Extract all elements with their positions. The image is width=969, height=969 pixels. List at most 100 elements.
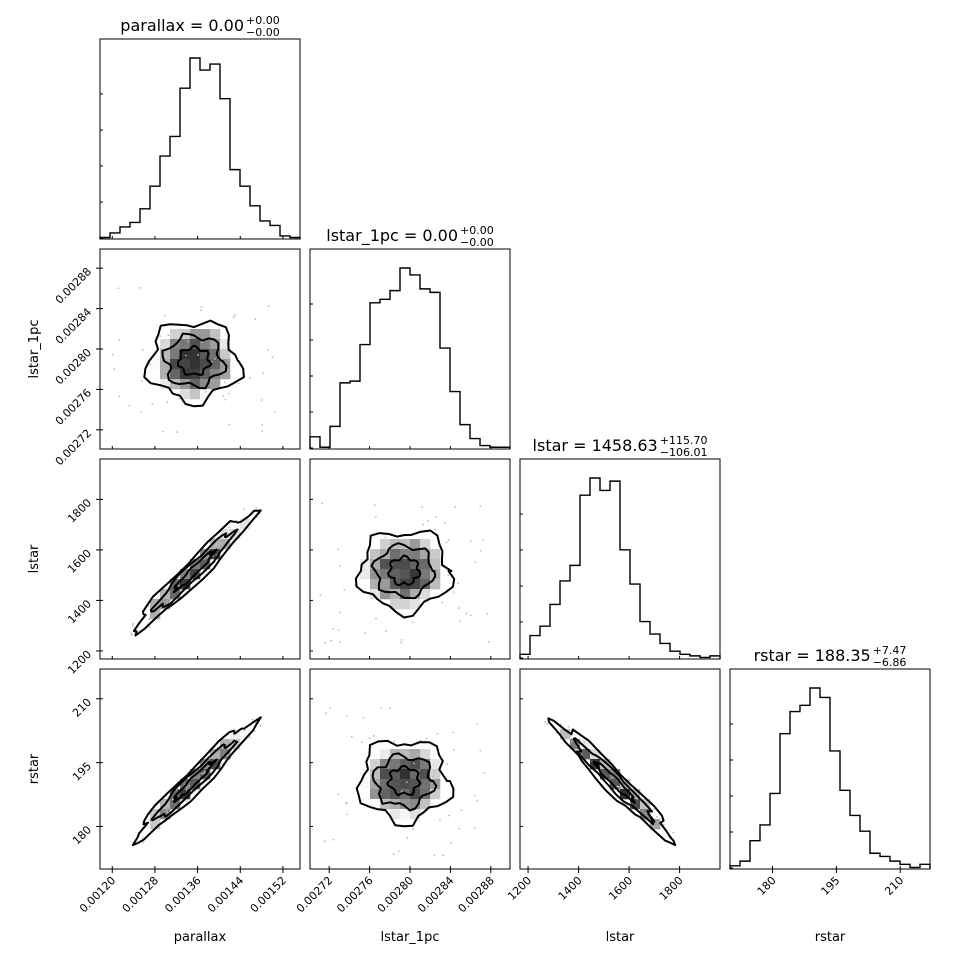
sample-point xyxy=(323,840,326,843)
density-cell xyxy=(370,789,381,800)
density-cell xyxy=(220,349,231,360)
sample-point xyxy=(373,504,376,507)
title-main: parallax = 0.00 xyxy=(120,16,244,35)
sample-point xyxy=(197,354,200,356)
sample-point xyxy=(202,772,205,775)
sample-point xyxy=(201,341,204,343)
sample-point xyxy=(350,735,353,738)
sample-point xyxy=(337,629,340,632)
contour-level-3 xyxy=(386,764,422,797)
sample-point xyxy=(658,818,661,821)
sample-point xyxy=(448,814,450,817)
sample-point xyxy=(151,403,154,406)
sample-point xyxy=(479,505,482,508)
xtick-label-lstar_1pc: 0.00272 xyxy=(294,874,335,915)
density-cell xyxy=(400,559,411,570)
sample-point xyxy=(271,356,274,359)
sample-point xyxy=(248,736,251,739)
sample-point xyxy=(228,526,231,529)
sample-point xyxy=(261,430,264,433)
contour-level-1 xyxy=(354,529,456,619)
sample-point xyxy=(439,819,441,822)
density-cell xyxy=(150,819,161,830)
sample-point xyxy=(200,772,203,775)
sample-point xyxy=(167,596,170,598)
xtick-label-lstar_1pc: 0.00280 xyxy=(375,874,416,915)
density-cell xyxy=(420,559,431,570)
density-cell xyxy=(170,349,181,360)
ytick-label-lstar: 1600 xyxy=(65,547,94,576)
density-cell xyxy=(360,559,371,570)
sample-point xyxy=(232,316,235,319)
density-cell xyxy=(200,369,211,380)
density-cell xyxy=(380,749,391,760)
sample-point xyxy=(400,641,403,644)
density-cell xyxy=(610,779,621,790)
sample-point xyxy=(476,723,479,726)
sample-point xyxy=(482,539,485,542)
sample-point xyxy=(433,585,436,588)
contour-level-2 xyxy=(150,739,239,822)
sample-point xyxy=(474,561,477,563)
density-cell xyxy=(410,599,421,610)
sample-point xyxy=(434,528,437,531)
scatter-panel-parallax-vs-lstar_1pc xyxy=(99,248,301,450)
density-cell xyxy=(380,559,391,570)
sample-point xyxy=(162,430,165,433)
density-cell xyxy=(420,769,431,780)
sample-point xyxy=(375,617,377,620)
sample-point xyxy=(150,824,153,827)
histogram-rstar xyxy=(729,687,931,869)
density-cell xyxy=(420,589,431,600)
diag-title-lstar_1pc: lstar_1pc = 0.00 +0.00−0.00 xyxy=(326,224,494,249)
density-cell xyxy=(370,559,381,570)
xtick-label-lstar_1pc: 0.00276 xyxy=(334,874,375,915)
title-main: rstar = 188.35 xyxy=(754,646,871,665)
density-cell xyxy=(370,799,381,810)
density-cell xyxy=(200,339,211,350)
sample-point xyxy=(419,739,422,742)
contour-level-2 xyxy=(370,542,437,600)
density-cell xyxy=(430,759,441,770)
density-cell xyxy=(380,779,391,790)
xtick-label-parallax: 0.00152 xyxy=(248,874,289,915)
density-cell xyxy=(380,759,391,770)
density-cell xyxy=(410,589,421,600)
density-cell xyxy=(210,539,221,550)
sample-point xyxy=(132,623,135,625)
density-cell xyxy=(240,729,251,740)
density-cell xyxy=(430,579,441,590)
sample-point xyxy=(392,853,395,855)
sample-point xyxy=(139,287,142,289)
sample-point xyxy=(458,827,461,830)
sample-point xyxy=(460,809,463,811)
sample-point xyxy=(636,797,639,800)
density-cell xyxy=(400,569,411,580)
sample-point xyxy=(389,707,391,710)
sample-point xyxy=(398,850,400,853)
density-cell xyxy=(190,359,201,370)
sample-point xyxy=(393,740,396,743)
sample-point xyxy=(321,502,323,505)
density-cell xyxy=(150,359,161,370)
density-cell xyxy=(410,749,421,760)
sample-point xyxy=(149,363,151,366)
sample-point xyxy=(166,809,169,812)
contour-level-3 xyxy=(387,554,422,587)
sample-point xyxy=(131,634,133,637)
title-sub: −0.00 xyxy=(246,26,280,39)
sample-point xyxy=(443,521,446,524)
sample-point xyxy=(441,601,444,604)
density-cell xyxy=(410,789,421,800)
sample-point xyxy=(185,788,188,791)
sample-point xyxy=(339,564,342,567)
sample-point xyxy=(248,376,251,379)
density-cell xyxy=(400,549,411,560)
sample-point xyxy=(368,737,371,740)
density-cell xyxy=(390,769,401,780)
sample-point xyxy=(154,810,157,813)
xtick-label-lstar_1pc: 0.00284 xyxy=(415,874,456,915)
density-cell xyxy=(420,749,431,760)
sample-point xyxy=(425,737,428,740)
ytick-label-rstar: 195 xyxy=(70,760,94,784)
